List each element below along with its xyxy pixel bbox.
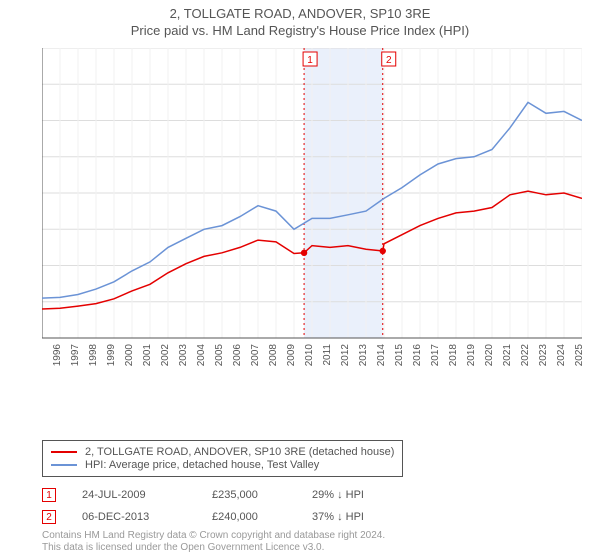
marker-number-box: 2 xyxy=(42,510,56,524)
marker-date: 24-JUL-2009 xyxy=(82,489,212,501)
svg-text:2000: 2000 xyxy=(124,344,135,367)
svg-text:2005: 2005 xyxy=(214,344,225,367)
svg-text:2003: 2003 xyxy=(178,344,189,367)
chart-title-block: 2, TOLLGATE ROAD, ANDOVER, SP10 3RE Pric… xyxy=(0,0,600,38)
marker-row-1: 1 24-JUL-2009 £235,000 29% ↓ HPI xyxy=(42,484,422,506)
svg-text:2020: 2020 xyxy=(484,344,495,367)
legend-item-price-paid: 2, TOLLGATE ROAD, ANDOVER, SP10 3RE (det… xyxy=(51,446,394,458)
marker-pct: 37% ↓ HPI xyxy=(312,511,422,523)
svg-text:2012: 2012 xyxy=(340,344,351,367)
legend-label: HPI: Average price, detached house, Test… xyxy=(85,459,319,471)
svg-text:2022: 2022 xyxy=(520,344,531,367)
chart-title-line2: Price paid vs. HM Land Registry's House … xyxy=(0,23,600,38)
svg-text:1999: 1999 xyxy=(106,344,117,367)
marker-number-box: 1 xyxy=(42,488,56,502)
svg-text:2015: 2015 xyxy=(394,344,405,367)
svg-text:1997: 1997 xyxy=(70,344,81,367)
footer-line1: Contains HM Land Registry data © Crown c… xyxy=(42,530,385,542)
svg-text:2023: 2023 xyxy=(538,344,549,367)
svg-text:2004: 2004 xyxy=(196,344,207,367)
svg-text:2006: 2006 xyxy=(232,344,243,367)
svg-text:2019: 2019 xyxy=(466,344,477,367)
legend-swatch xyxy=(51,464,77,466)
svg-text:2001: 2001 xyxy=(142,344,153,367)
svg-text:1998: 1998 xyxy=(88,344,99,367)
svg-text:2010: 2010 xyxy=(304,344,315,367)
chart-svg: £0£100K£200K£300K£400K£500K£600K£700K£80… xyxy=(42,48,582,378)
svg-text:2025: 2025 xyxy=(574,344,582,367)
svg-text:2013: 2013 xyxy=(358,344,369,367)
legend-box: 2, TOLLGATE ROAD, ANDOVER, SP10 3RE (det… xyxy=(42,440,403,477)
marker-pct: 29% ↓ HPI xyxy=(312,489,422,501)
svg-text:2008: 2008 xyxy=(268,344,279,367)
legend-swatch xyxy=(51,451,77,453)
svg-text:2014: 2014 xyxy=(376,344,387,367)
svg-text:2: 2 xyxy=(386,55,392,66)
chart-area: £0£100K£200K£300K£400K£500K£600K£700K£80… xyxy=(42,48,582,378)
marker-date: 06-DEC-2013 xyxy=(82,511,212,523)
svg-text:2007: 2007 xyxy=(250,344,261,367)
svg-text:1: 1 xyxy=(307,55,313,66)
marker-row-2: 2 06-DEC-2013 £240,000 37% ↓ HPI xyxy=(42,506,422,528)
marker-price: £240,000 xyxy=(212,511,312,523)
svg-text:2017: 2017 xyxy=(430,344,441,367)
chart-title-line1: 2, TOLLGATE ROAD, ANDOVER, SP10 3RE xyxy=(0,6,600,21)
svg-text:1995: 1995 xyxy=(42,344,45,367)
legend-label: 2, TOLLGATE ROAD, ANDOVER, SP10 3RE (det… xyxy=(85,446,394,458)
footer-attribution: Contains HM Land Registry data © Crown c… xyxy=(42,530,385,554)
svg-text:2016: 2016 xyxy=(412,344,423,367)
svg-text:2024: 2024 xyxy=(556,344,567,367)
svg-text:2002: 2002 xyxy=(160,344,171,367)
svg-text:2021: 2021 xyxy=(502,344,513,367)
svg-text:2009: 2009 xyxy=(286,344,297,367)
svg-text:2018: 2018 xyxy=(448,344,459,367)
markers-table: 1 24-JUL-2009 £235,000 29% ↓ HPI 2 06-DE… xyxy=(42,484,422,528)
svg-text:2011: 2011 xyxy=(322,344,333,366)
legend-item-hpi: HPI: Average price, detached house, Test… xyxy=(51,459,394,471)
svg-text:1996: 1996 xyxy=(52,344,63,367)
footer-line2: This data is licensed under the Open Gov… xyxy=(42,542,385,554)
marker-price: £235,000 xyxy=(212,489,312,501)
